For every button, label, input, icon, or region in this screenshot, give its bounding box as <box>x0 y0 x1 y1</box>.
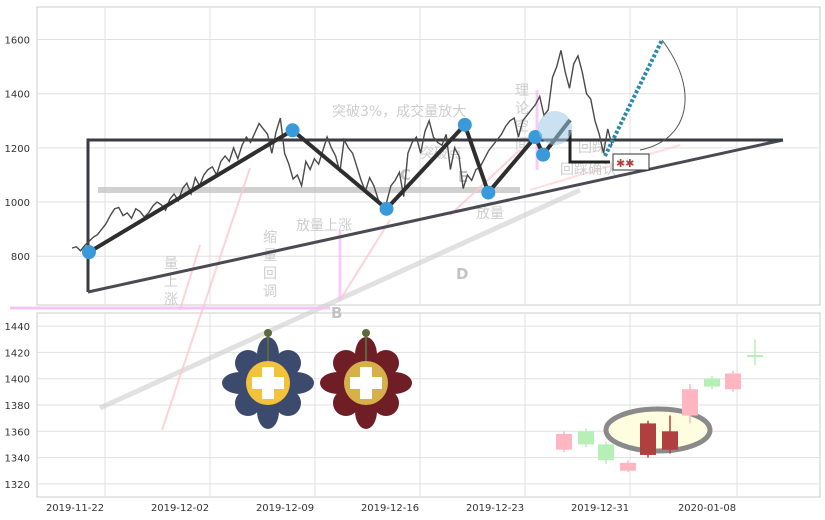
candle-body <box>578 431 594 445</box>
lower-ytick-label: 1320 <box>5 480 30 491</box>
upper-panel-frame <box>36 6 821 306</box>
candle-body <box>640 423 656 455</box>
annotation-logic-char: 论 <box>515 101 529 117</box>
lower-ytick-label: 1420 <box>5 348 30 359</box>
wave-point-marker <box>481 185 496 200</box>
target-arc <box>639 39 686 151</box>
pullback-hook <box>568 130 610 164</box>
lower-ytick-label: 1360 <box>5 427 30 438</box>
x-tick-label: 2020-01-08 <box>678 503 736 514</box>
annotation-shrink-char: 缩 <box>263 230 277 246</box>
annotation-d: D <box>456 265 468 283</box>
x-tick-label: 2019-12-31 <box>571 503 629 514</box>
annotation-back-char: 回 <box>263 266 277 282</box>
annotation-vol-char: 量 <box>164 256 178 272</box>
pink-arrow-2 <box>179 244 201 311</box>
upper-ytick-label: 1200 <box>5 144 30 155</box>
candle-highlight-ellipse <box>603 406 713 454</box>
wave-point-marker <box>528 130 543 145</box>
upper-ytick-label: 1000 <box>5 198 30 209</box>
lower-ytick-label: 1340 <box>5 454 30 465</box>
candle-body <box>662 431 678 450</box>
wave-point-marker <box>81 245 96 260</box>
annotation-breakout: 突破3%，成交量放大 <box>332 103 466 120</box>
annotation-volume: 放量 <box>476 206 504 222</box>
annotation-rise-char: 涨 <box>164 292 178 308</box>
annotation-breakpoint: 突破点 <box>420 146 462 162</box>
pink-arrow-3 <box>339 219 391 301</box>
upper-ytick-label: 1400 <box>5 90 30 101</box>
flower-blue-decoration <box>222 329 314 429</box>
x-tick-label: 2019-12-09 <box>256 503 314 514</box>
candle-body <box>620 462 636 471</box>
pink-arrow-1 <box>161 167 251 431</box>
wave-point-marker <box>536 147 551 162</box>
ascending-support-line <box>87 138 784 294</box>
wave-point-marker <box>285 123 300 138</box>
x-tick-label: 2019-12-02 <box>151 503 209 514</box>
flower-red-decoration <box>320 329 412 429</box>
annotation-theory-char: 理 <box>515 83 529 99</box>
candle-body <box>556 433 572 450</box>
annotation-e: E <box>458 168 468 186</box>
lower-ytick-label: 1380 <box>5 401 30 412</box>
x-tick-label: 2019-12-16 <box>361 503 419 514</box>
upper-y-axis: 800 1000 1200 1400 1600 <box>5 36 30 264</box>
annotation-adjust-char: 调 <box>263 284 277 300</box>
wave-point-marker <box>379 201 394 216</box>
annotation-space-char: 空 <box>515 119 529 135</box>
lower-y-axis: 1320 1340 1360 1380 1400 1420 1440 <box>5 322 30 491</box>
pink-arrow-5 <box>529 144 681 191</box>
price-line-group <box>71 50 613 252</box>
candles-group <box>556 339 763 473</box>
upper-ytick-label: 800 <box>11 252 30 263</box>
x-axis: 2019-11-22 2019-12-02 2019-12-09 2019-12-16… <box>46 503 736 514</box>
x-tick-label: 2019-12-23 <box>466 503 524 514</box>
annotation-volume-up: 放量上涨 <box>296 218 352 234</box>
pullback-label-icon: ✱✱ <box>616 157 634 170</box>
markers-group <box>81 117 551 260</box>
candle-body <box>704 378 720 387</box>
x-tick-label: 2019-11-22 <box>46 503 104 514</box>
annotation-pullback: 回踩 <box>578 140 606 156</box>
annotation-pullback-confirm: 回踩确认 <box>560 162 616 178</box>
wave-point-marker <box>457 117 472 132</box>
lower-ytick-label: 1440 <box>5 322 30 333</box>
price-series-line <box>71 50 613 252</box>
candle-body <box>725 373 741 390</box>
upper-grid <box>37 7 820 305</box>
highlight-circle <box>538 111 572 145</box>
annotation-b: B <box>331 304 342 322</box>
annotation-up-char: 上 <box>164 274 178 290</box>
annotation-layer: 突破3%，成交量放大 C E D B 放量上涨 放量 量 上 涨 缩 量 回 调… <box>10 83 681 431</box>
target-arrow <box>603 39 664 157</box>
candle-body <box>682 389 698 416</box>
candle-body <box>598 444 614 461</box>
pullback-label-box <box>612 153 650 171</box>
lower-ytick-label: 1400 <box>5 375 30 386</box>
candle-body <box>747 355 763 358</box>
upper-ytick-label: 1600 <box>5 36 30 47</box>
